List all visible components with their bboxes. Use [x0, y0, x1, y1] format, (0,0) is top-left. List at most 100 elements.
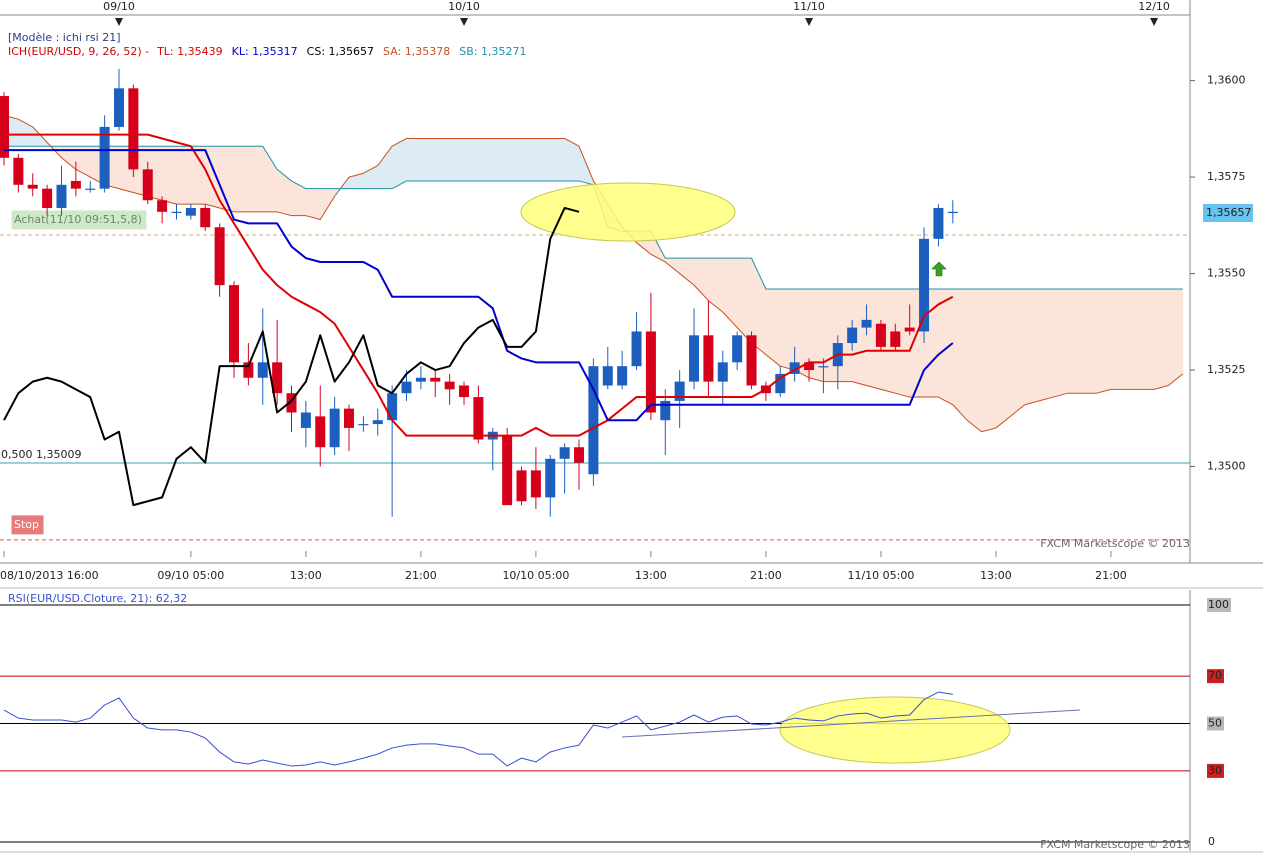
- candle-body: [243, 362, 254, 378]
- y-tick-label: 1,3600: [1207, 74, 1246, 87]
- cloud: [248, 145, 264, 213]
- candle-body: [430, 377, 441, 382]
- candle-body: [516, 470, 527, 502]
- level-label-box: [11, 515, 44, 535]
- y-tick-label-box: [1207, 716, 1224, 731]
- candle-body: [804, 362, 815, 371]
- x-tick-label: 13:00: [980, 569, 1012, 582]
- candle-body: [257, 362, 268, 378]
- candle-body: [689, 335, 700, 382]
- cloud: [420, 138, 436, 182]
- y-tick-label: 70: [1208, 669, 1222, 682]
- day-marker: [1150, 18, 1159, 26]
- y-tick-label-box: [1207, 669, 1224, 684]
- highlight-ellipse: [779, 696, 1011, 764]
- y-tick-label: 1,3575: [1207, 170, 1246, 183]
- x-tick-label: 10/10 05:00: [502, 569, 569, 582]
- chart-title: RSI(EUR/USD.Cloture, 21): 62,32: [8, 592, 187, 605]
- cloud: [1110, 288, 1126, 390]
- cloud: [549, 138, 565, 182]
- cloud: [779, 288, 795, 371]
- y-tick-label: 50: [1208, 717, 1222, 730]
- footer: FXCM Marketscope © 2013: [1040, 838, 1190, 851]
- day-label: 11/10: [793, 0, 825, 13]
- day-label: 09/10: [103, 0, 135, 13]
- candle-body: [300, 412, 311, 428]
- line: [3, 133, 954, 437]
- candle-body: [674, 381, 685, 401]
- candle-body: [473, 397, 484, 440]
- x-tick-label: 09/10 05:00: [157, 569, 224, 582]
- candle-body: [545, 458, 556, 498]
- x-tick-label: 21:00: [1095, 569, 1127, 582]
- candle-body: [358, 424, 369, 426]
- legend-entry: KL: 1,35317: [232, 45, 298, 58]
- legend-entry: SB: 1,35271: [459, 45, 526, 58]
- candle-body: [502, 435, 513, 506]
- candle-body: [185, 207, 196, 216]
- candle-body: [42, 188, 53, 208]
- y-tick-label: 30: [1208, 764, 1222, 777]
- day-marker: [460, 18, 469, 26]
- candle-body: [344, 408, 355, 428]
- candle-body: [0, 96, 9, 158]
- candle-body: [85, 188, 96, 190]
- candle-body: [861, 319, 872, 328]
- candle-body: [157, 200, 168, 212]
- cloud: [1081, 288, 1097, 394]
- candle-body: [746, 335, 757, 386]
- cloud: [1053, 288, 1069, 398]
- cloud: [1125, 288, 1140, 390]
- candle-body: [329, 408, 340, 448]
- y-tick-label: 1,3525: [1207, 363, 1246, 376]
- chart-subtitle: ICH(EUR/USD, 9, 26, 52) -: [8, 45, 149, 58]
- cloud: [391, 137, 407, 190]
- cloud: [463, 138, 479, 182]
- candle-body: [171, 211, 182, 214]
- y-tick-label: 1,3500: [1207, 460, 1246, 473]
- cloud: [765, 288, 781, 367]
- x-tick-label: 21:00: [750, 569, 782, 582]
- annotations: [520, 182, 1081, 764]
- cloud: [1067, 288, 1083, 394]
- candle-body: [530, 470, 541, 498]
- x-tick-label: 13:00: [635, 569, 667, 582]
- y-tick-label-box: [1207, 763, 1224, 778]
- cloud: [161, 145, 177, 205]
- cloud: [981, 288, 997, 433]
- level-label-box: [11, 210, 147, 230]
- last-price-box: [1203, 203, 1253, 222]
- cloud: [305, 188, 321, 220]
- candle-body: [947, 211, 958, 214]
- line: [3, 206, 580, 507]
- cloud: [1168, 288, 1184, 387]
- last-price-label: 1,35657: [1206, 206, 1252, 219]
- candle-body: [401, 381, 412, 394]
- trend-line: [621, 709, 1081, 738]
- candle-body: [56, 184, 67, 208]
- candle-body: [128, 88, 139, 170]
- candle-body: [142, 169, 153, 201]
- chart-title: [Modèle : ichi rsi 21]: [8, 31, 121, 44]
- candle-body: [13, 157, 24, 185]
- candle-body: [775, 373, 786, 394]
- candle-body: [559, 447, 570, 459]
- cloud: [478, 138, 494, 182]
- candle-body: [113, 88, 124, 127]
- candle-body: [200, 207, 211, 228]
- cloud: [434, 138, 450, 182]
- candle-body: [631, 331, 642, 367]
- legend-entry: SA: 1,35378: [383, 45, 450, 58]
- x-tick-label: 08/10/2013 16:00: [0, 569, 99, 582]
- candle-body: [459, 385, 470, 398]
- candle-body: [602, 366, 613, 386]
- y-tick-label: 100: [1208, 598, 1229, 611]
- level-label: Achat(11/10 09:51,5,8): [14, 213, 142, 226]
- cloud: [521, 138, 537, 182]
- cloud: [995, 288, 1011, 429]
- cloud: [1153, 288, 1169, 390]
- cloud: [823, 288, 839, 382]
- candle-body: [387, 393, 398, 421]
- level-label: Stop: [14, 518, 39, 531]
